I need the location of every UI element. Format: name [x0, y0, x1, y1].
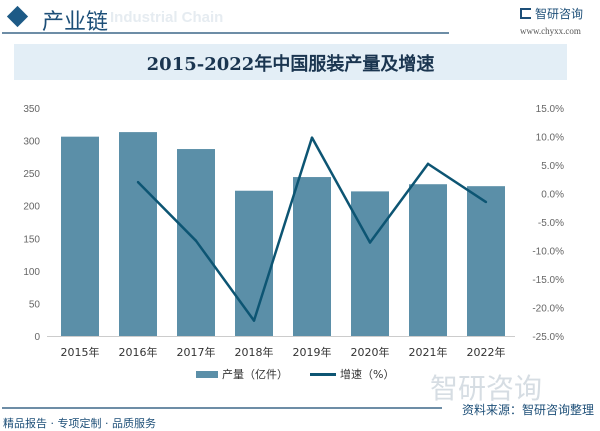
logo-text: 智研咨询 — [535, 7, 584, 21]
legend-item-growth: 增速（%） — [310, 366, 394, 382]
x-tick-label: 2018年 — [235, 345, 274, 359]
brand-url: www.chyxx.com — [520, 26, 581, 36]
bar-2021年 — [409, 184, 447, 336]
bar-2019年 — [293, 177, 331, 336]
legend: 产量（亿件） 增速（%） — [196, 366, 394, 382]
right-tick-label: -15.0% — [532, 275, 564, 286]
legend-label: 增速（%） — [340, 368, 395, 381]
bar-2018年 — [235, 190, 273, 336]
logo-icon — [520, 8, 531, 19]
source-note: 资料来源：智研咨询整理 — [462, 403, 595, 417]
growth-point-2019年 — [310, 136, 314, 139]
section-title: 产业链 — [42, 10, 109, 35]
right-tick-label: -10.0% — [532, 247, 564, 258]
brand-logo: 智研咨询 — [520, 5, 583, 22]
x-tick-label: 2017年 — [177, 345, 216, 359]
chart-title-band: 2015-2022年中国服装产量及增速 — [14, 44, 567, 80]
legend-bar-swatch — [196, 370, 218, 378]
left-tick-label: 150 — [23, 234, 40, 245]
chart-title: 2015-2022年中国服装产量及增速 — [146, 54, 435, 75]
right-tick-label: 10.0% — [536, 133, 564, 144]
right-tick-label: 15.0% — [536, 104, 564, 115]
header-watermark: Industrial Chain — [110, 9, 224, 26]
x-tick-label: 2016年 — [119, 345, 158, 359]
x-tick-label: 2021年 — [409, 345, 448, 359]
right-tick-label: 0.0% — [541, 190, 564, 201]
growth-point-2022年 — [484, 200, 488, 204]
footer-divider — [2, 407, 442, 409]
x-tick-label: 2015年 — [61, 345, 100, 359]
growth-point-2016年 — [136, 180, 140, 184]
header-divider — [2, 32, 449, 34]
growth-point-2018年 — [252, 319, 256, 322]
right-tick-label: 5.0% — [541, 161, 564, 172]
x-tick-label: 2019年 — [293, 345, 332, 359]
left-tick-label: 100 — [23, 267, 40, 278]
left-tick-label: 50 — [29, 299, 41, 310]
growth-point-2020年 — [368, 241, 372, 244]
left-tick-label: 250 — [23, 169, 40, 180]
slogan: 精品报告 · 专项定制 · 品质服务 — [3, 417, 156, 430]
legend-label: 产量（亿件） — [222, 368, 288, 381]
right-tick-label: -20.0% — [532, 304, 564, 315]
x-tick-label: 2022年 — [467, 345, 506, 359]
bar-2016年 — [119, 132, 157, 336]
legend-line-swatch — [310, 372, 336, 376]
left-tick-label: 0 — [34, 332, 40, 343]
bar-2022年 — [467, 186, 505, 336]
right-tick-label: -25.0% — [532, 332, 564, 343]
left-tick-label: 300 — [23, 137, 40, 148]
legend-item-production: 产量（亿件） — [196, 366, 288, 382]
right-tick-label: -5.0% — [538, 218, 564, 229]
x-tick-label: 2020年 — [351, 345, 390, 359]
bar-2015年 — [61, 136, 99, 336]
footer-watermark: 智研咨询 — [430, 372, 543, 405]
growth-point-2017年 — [194, 239, 198, 243]
left-tick-label: 200 — [23, 202, 40, 213]
left-tick-label: 350 — [23, 104, 40, 115]
growth-point-2021年 — [426, 162, 430, 166]
bar-2020年 — [351, 191, 389, 336]
